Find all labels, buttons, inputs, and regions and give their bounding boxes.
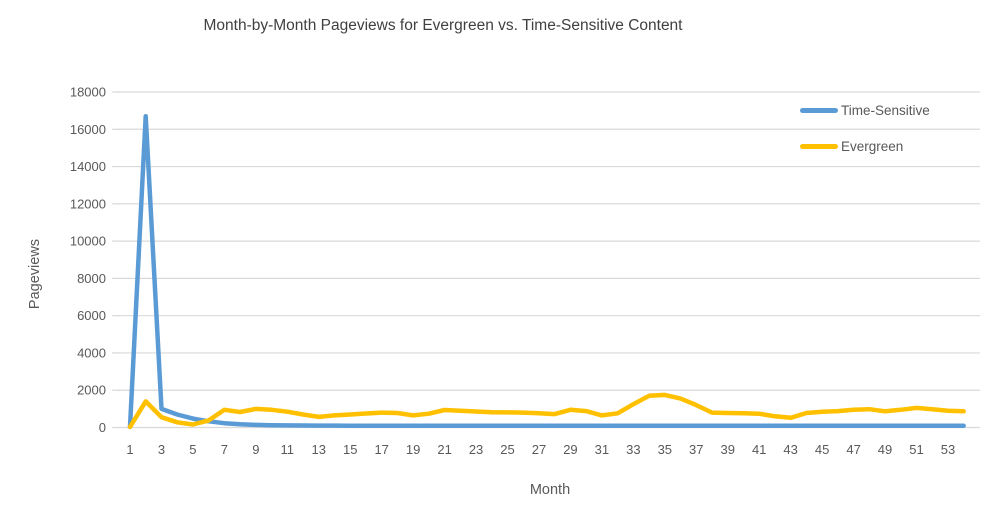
chart-title: Month-by-Month Pageviews for Evergreen v… — [203, 17, 683, 34]
legend-swatch-time-sensitive — [800, 108, 838, 113]
x-tick-label: 27 — [532, 442, 546, 457]
x-tick-label: 7 — [221, 442, 228, 457]
x-tick-label: 25 — [500, 442, 514, 457]
series-line-time-sensitive — [127, 113, 966, 430]
x-tick-label: 1 — [126, 442, 133, 457]
y-tick-label: 12000 — [70, 196, 106, 211]
x-axis-title: Month — [529, 482, 571, 498]
y-tick-label: 2000 — [77, 383, 106, 398]
x-tick-label: 45 — [815, 442, 829, 457]
y-tick-label: 8000 — [77, 271, 106, 286]
x-tick-label: 3 — [158, 442, 165, 457]
legend-label-time-sensitive: Time-Sensitive — [841, 103, 930, 118]
x-tick-label: 15 — [343, 442, 357, 457]
x-tick-label: 11 — [281, 442, 295, 457]
x-tick-label: 51 — [909, 442, 923, 457]
x-tick-label: 9 — [252, 442, 259, 457]
y-tick-label: 16000 — [70, 122, 106, 137]
x-tick-label: 29 — [563, 442, 577, 457]
y-tick-label: 6000 — [77, 308, 106, 323]
x-tick-label: 53 — [941, 442, 955, 457]
x-tick-label: 35 — [658, 442, 672, 457]
legend-swatch-evergreen — [800, 144, 838, 149]
x-tick-label: 43 — [783, 442, 797, 457]
y-tick-label: 4000 — [77, 345, 106, 360]
x-tick-label: 19 — [406, 442, 420, 457]
x-tick-label: 37 — [689, 442, 703, 457]
x-tick-label: 33 — [626, 442, 640, 457]
x-tick-label: 23 — [469, 442, 483, 457]
x-tick-label: 47 — [846, 442, 860, 457]
legend-item-time-sensitive: Time-Sensitive — [800, 101, 934, 120]
x-tick-label: 5 — [189, 442, 196, 457]
x-tick-label: 39 — [721, 442, 735, 457]
legend-label-evergreen: Evergreen — [841, 139, 904, 154]
series-line-evergreen — [127, 392, 966, 430]
x-tick-label: 17 — [374, 442, 388, 457]
y-tick-label: 18000 — [70, 85, 106, 100]
x-tick-label: 21 — [437, 442, 451, 457]
x-tick-label: 31 — [595, 442, 609, 457]
y-tick-label: 0 — [99, 420, 106, 435]
x-tick-label: 13 — [312, 442, 326, 457]
y-tick-label: 10000 — [70, 234, 106, 249]
y-tick-label: 14000 — [70, 159, 106, 174]
x-tick-label: 49 — [878, 442, 892, 457]
legend: Time-Sensitive Evergreen — [800, 101, 934, 156]
legend-item-evergreen: Evergreen — [800, 137, 934, 156]
x-tick-label: 41 — [752, 442, 766, 457]
